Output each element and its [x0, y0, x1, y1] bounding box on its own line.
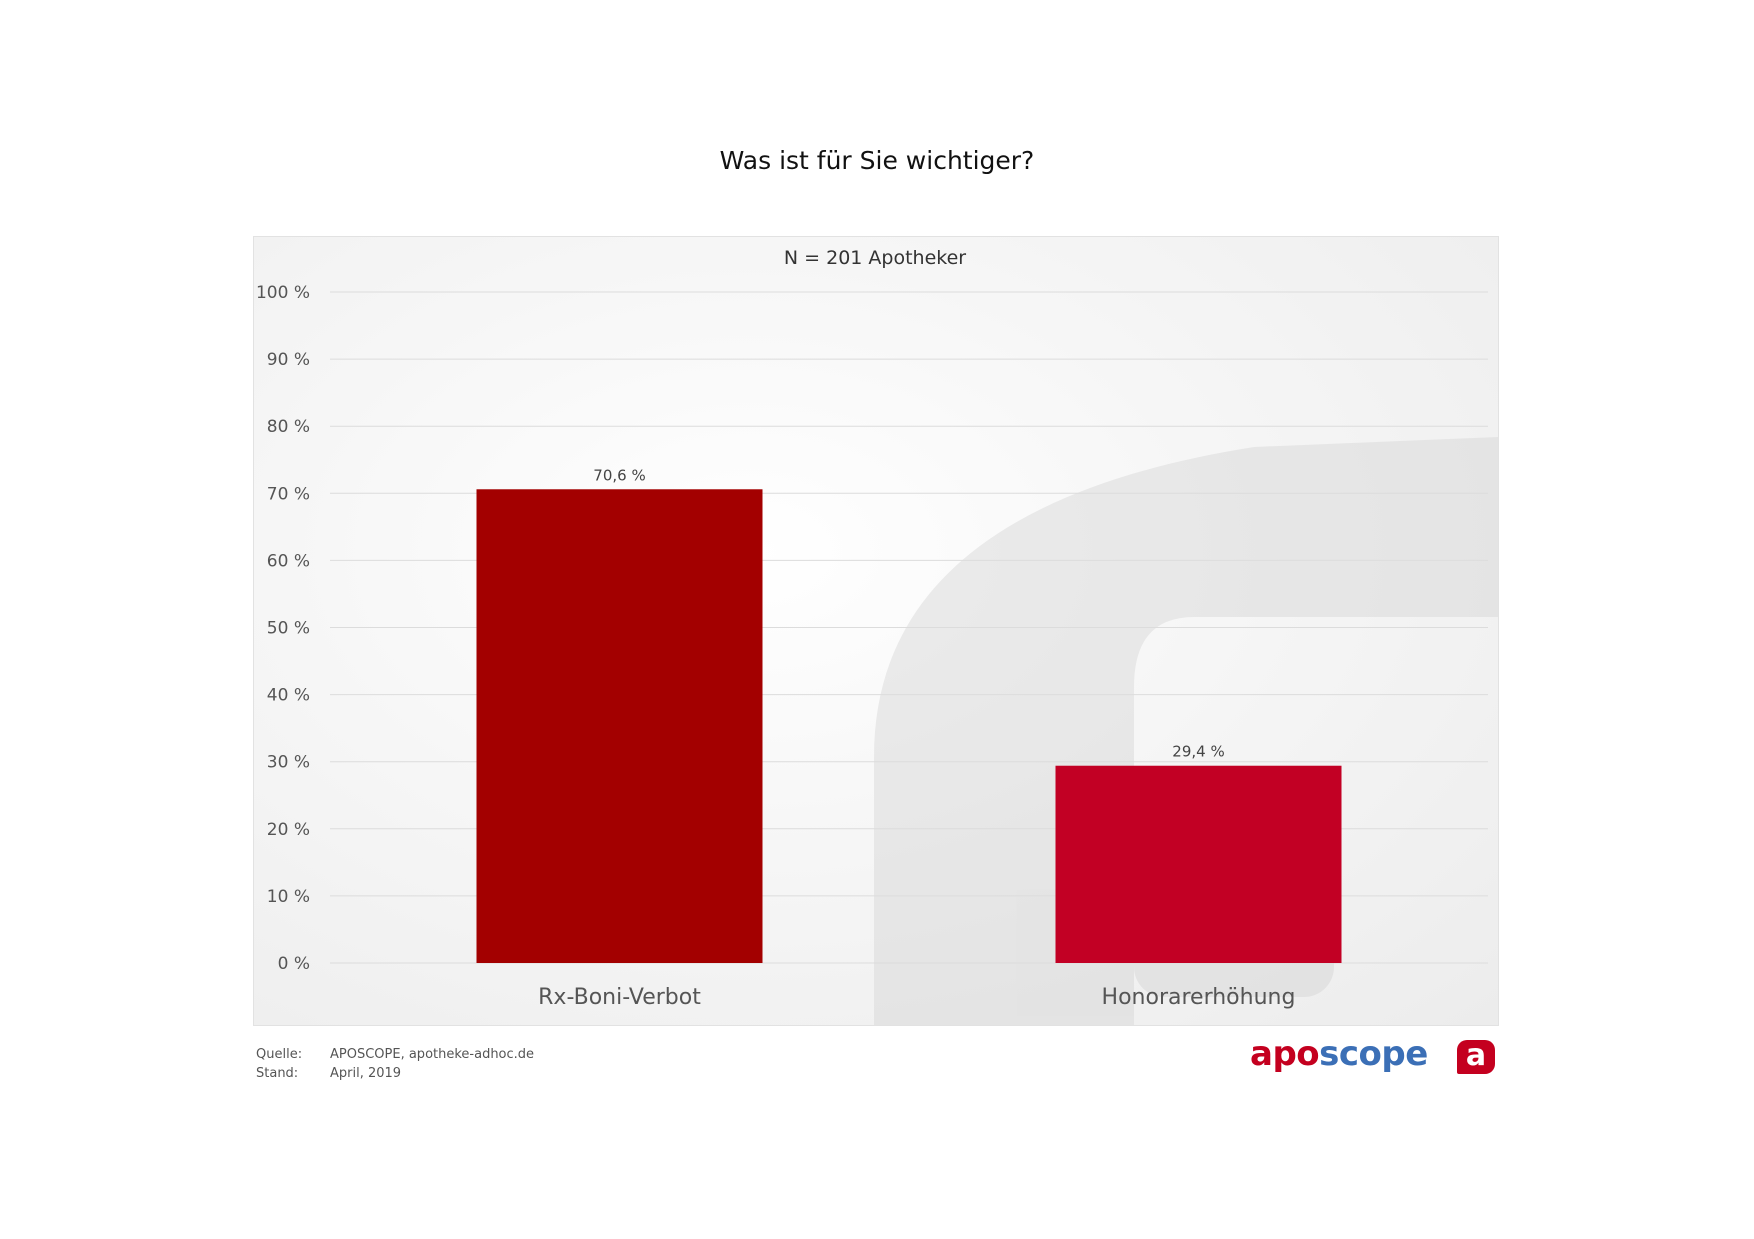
bar-value-label: 29,4 % [1172, 743, 1224, 761]
y-tick-label: 60 % [267, 551, 310, 571]
y-tick-label: 50 % [267, 619, 310, 639]
x-tick-label: Rx-Boni-Verbot [538, 985, 701, 1010]
bar-chart: N = 201 Apotheker 0 % 10 % 20 % 30 % 40 % 50 … [256, 247, 1498, 1025]
date-label: Stand: [256, 1066, 299, 1081]
y-tick-label: 80 % [267, 417, 310, 437]
y-tick-label: 30 % [267, 753, 310, 773]
bar [476, 489, 763, 963]
source-value: APOSCOPE, apotheke-adhoc.de [330, 1047, 535, 1062]
date-value: April, 2019 [330, 1066, 402, 1081]
y-tick-label: 40 % [267, 686, 310, 706]
y-tick-label: 0 % [278, 954, 310, 974]
bar-value-label: 70,6 % [593, 466, 645, 484]
chart-subtitle: N = 201 Apotheker [784, 247, 966, 269]
logo-text-apo: apo [1250, 1034, 1320, 1074]
logo-text-scope: scope [1319, 1034, 1428, 1074]
bar [1055, 765, 1342, 963]
adhoc-badge-icon: a [1457, 1040, 1495, 1074]
x-tick-label: Honorarerhöhung [1102, 985, 1296, 1010]
source-label: Quelle: [256, 1047, 303, 1062]
y-tick-label: 20 % [267, 820, 310, 840]
y-tick-label: 100 % [256, 283, 310, 303]
aposcope-logo: aposcope [1250, 1034, 1428, 1074]
y-tick-label: 90 % [267, 350, 310, 370]
y-tick-label: 10 % [267, 887, 310, 907]
footer-source-block: Quelle: APOSCOPE, apotheke-adhoc.de Stan… [256, 1045, 534, 1083]
chart-title: Was ist für Sie wichtiger? [719, 146, 1035, 175]
chart-area: N = 201 Apotheker 0 % 10 % 20 % 30 % 40 % 50 … [253, 236, 1499, 1026]
y-tick-label: 70 % [267, 484, 310, 504]
